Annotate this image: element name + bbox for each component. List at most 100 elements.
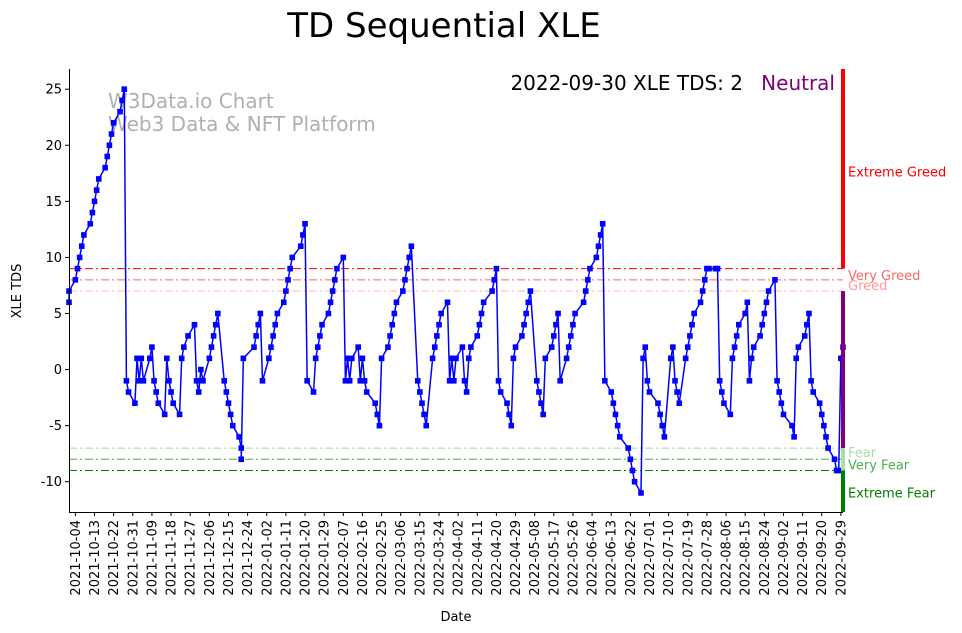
data-point bbox=[236, 434, 242, 440]
data-point bbox=[314, 344, 321, 350]
x-tick-label: 2022-07-01 bbox=[643, 520, 658, 596]
data-point bbox=[461, 377, 468, 384]
data-point bbox=[493, 265, 500, 272]
data-point bbox=[434, 333, 440, 339]
x-tick-label: 2022-08-24 bbox=[758, 520, 773, 596]
x-tick-label: 2022-01-29 bbox=[318, 520, 333, 596]
data-point bbox=[393, 299, 400, 306]
y-ticks: -10 -5 0 5 10 15 20 25 bbox=[41, 83, 69, 490]
data-point bbox=[525, 299, 532, 306]
data-point bbox=[816, 400, 823, 407]
data-point bbox=[593, 254, 600, 261]
data-point bbox=[602, 377, 608, 384]
data-point bbox=[689, 321, 695, 328]
data-point bbox=[210, 333, 217, 339]
data-point bbox=[238, 445, 245, 451]
data-point bbox=[346, 377, 353, 384]
data-point bbox=[674, 389, 680, 395]
data-point bbox=[72, 277, 79, 283]
data-point bbox=[334, 265, 340, 272]
data-point bbox=[310, 389, 317, 395]
data-point bbox=[240, 355, 247, 362]
data-point bbox=[429, 355, 436, 362]
data-point bbox=[421, 411, 427, 418]
x-tick-label: 2021-11-27 bbox=[184, 520, 199, 596]
data-point bbox=[91, 198, 98, 205]
data-point bbox=[357, 377, 364, 384]
data-point bbox=[667, 355, 674, 362]
data-point bbox=[778, 400, 785, 407]
data-point bbox=[340, 254, 347, 261]
x-tick-label: 2022-01-20 bbox=[299, 520, 314, 596]
x-tick-label: 2022-02-16 bbox=[356, 520, 371, 596]
data-point bbox=[835, 467, 842, 474]
data-point bbox=[716, 377, 723, 384]
data-point bbox=[642, 344, 649, 350]
data-point bbox=[684, 344, 691, 350]
data-point bbox=[568, 333, 574, 339]
data-point bbox=[266, 355, 272, 362]
data-point bbox=[536, 389, 542, 395]
x-tick-label: 2021-10-31 bbox=[126, 520, 141, 596]
x-tick-label: 2022-05-08 bbox=[528, 520, 543, 596]
data-point bbox=[161, 411, 168, 418]
data-point bbox=[557, 377, 563, 384]
data-point bbox=[699, 288, 706, 294]
data-point bbox=[612, 411, 619, 418]
x-tick-label: 2022-09-29 bbox=[834, 520, 849, 596]
data-point bbox=[423, 422, 430, 429]
data-point bbox=[776, 389, 783, 395]
y-axis-label: XLE TDS bbox=[10, 264, 25, 319]
data-point bbox=[448, 355, 455, 362]
data-point bbox=[733, 333, 740, 339]
data-point bbox=[748, 355, 755, 362]
data-point bbox=[272, 321, 279, 328]
data-point bbox=[795, 344, 802, 350]
data-point bbox=[480, 299, 487, 306]
data-point bbox=[363, 389, 370, 395]
data-point bbox=[206, 355, 213, 362]
data-point bbox=[387, 333, 393, 339]
indicator-segment-1 bbox=[841, 291, 845, 449]
data-point bbox=[87, 220, 94, 227]
data-point bbox=[193, 377, 200, 384]
data-series bbox=[66, 86, 846, 496]
data-point bbox=[140, 377, 147, 384]
data-point bbox=[838, 355, 844, 362]
data-point bbox=[625, 445, 632, 451]
zone-label: Greed bbox=[848, 279, 887, 294]
data-point bbox=[512, 344, 519, 350]
data-point bbox=[349, 355, 355, 362]
data-point bbox=[831, 456, 838, 463]
data-point bbox=[610, 400, 617, 407]
y-tick-label: 5 bbox=[54, 307, 62, 322]
x-tick-label: 2021-10-13 bbox=[88, 520, 103, 596]
x-tick-label: 2021-10-22 bbox=[107, 520, 122, 596]
data-point bbox=[763, 299, 770, 306]
data-point bbox=[659, 422, 666, 429]
data-point bbox=[697, 299, 704, 306]
status-sentiment: Neutral bbox=[761, 71, 835, 95]
data-point bbox=[104, 153, 111, 160]
data-point bbox=[359, 355, 366, 362]
data-point bbox=[178, 355, 185, 362]
data-point bbox=[687, 333, 693, 339]
data-point bbox=[361, 377, 368, 384]
data-point bbox=[806, 310, 812, 317]
data-point bbox=[378, 355, 385, 362]
data-point bbox=[468, 344, 474, 350]
y-tick-label: 15 bbox=[45, 195, 62, 210]
x-tick-label: 2022-04-11 bbox=[471, 520, 486, 596]
data-point bbox=[801, 333, 808, 339]
data-point bbox=[132, 400, 138, 407]
watermark-line-2: Web3 Data & NFT Platform bbox=[108, 112, 376, 136]
data-point bbox=[538, 400, 544, 407]
data-point bbox=[519, 333, 525, 339]
data-point bbox=[176, 411, 183, 418]
y-tick-label: -10 bbox=[41, 475, 62, 490]
data-point bbox=[215, 310, 221, 317]
data-point bbox=[570, 321, 576, 328]
chart-title: TD Sequential XLE bbox=[286, 6, 600, 46]
data-point bbox=[682, 355, 689, 362]
data-point bbox=[185, 333, 191, 339]
